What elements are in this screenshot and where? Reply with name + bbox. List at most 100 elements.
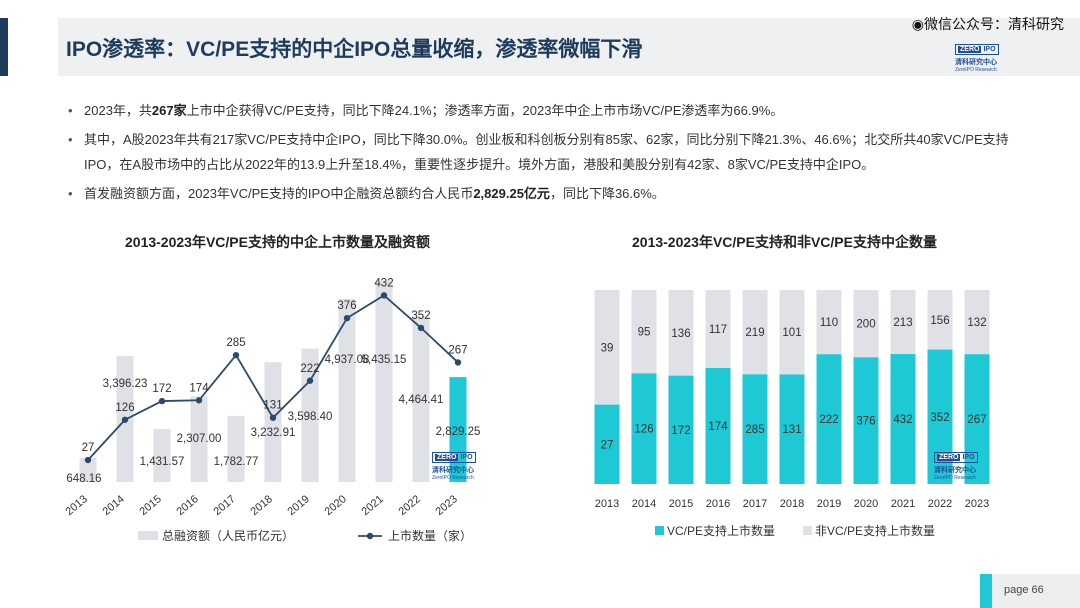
- vc-bar-segment: [594, 404, 620, 484]
- non-vc-bar-segment: [816, 290, 842, 355]
- non-vc-data-label: 132: [967, 317, 986, 329]
- x-tick-label: 2014: [632, 498, 656, 510]
- financing-data-label: 4,464.41: [399, 394, 444, 406]
- financing-bar: [79, 457, 97, 482]
- count-point: [380, 292, 388, 299]
- legend-label-count: 上市数量（家）: [388, 528, 472, 543]
- vc-data-label: 27: [601, 439, 614, 451]
- summary-bullets: 2023年，共267家上市中企获得VC/PE支持，同比下降24.1%；渗透率方面…: [66, 98, 1026, 210]
- vc-bar-segment: [742, 374, 768, 484]
- chart1-logo-en: ZeroIPO Research: [432, 475, 474, 481]
- legend-swatch-vc: [655, 526, 664, 535]
- count-data-label: 285: [226, 337, 245, 349]
- non-vc-bar-segment: [742, 290, 768, 375]
- vc-bar-segment: [927, 349, 953, 484]
- vc-data-label: 352: [930, 412, 949, 424]
- footer-accent: [980, 574, 992, 608]
- financing-bar: [301, 348, 319, 482]
- financing-bar: [338, 298, 356, 482]
- vc-data-label: 126: [634, 424, 653, 436]
- title-accent-bar: [0, 18, 8, 76]
- count-point: [306, 377, 314, 384]
- logo-badge: ZERO IPO: [955, 44, 999, 55]
- chart2-logo-badge: ZERO IPO: [934, 452, 978, 463]
- financing-bar: [375, 280, 393, 482]
- chart1-logo-cn: 清科研究中心: [432, 467, 474, 474]
- x-tick-label: 2022: [396, 493, 422, 518]
- non-vc-data-label: 110: [820, 317, 838, 329]
- x-tick-label: 2021: [359, 493, 385, 518]
- x-tick-label: 2020: [854, 498, 878, 510]
- vc-data-label: 285: [745, 424, 764, 436]
- x-tick-label: 2022: [928, 498, 952, 510]
- non-vc-bar-segment: [594, 290, 620, 405]
- vc-bar-segment: [705, 368, 731, 484]
- non-vc-data-label: 213: [893, 317, 912, 329]
- legend-label-non-vc: 非VC/PE支持上市数量: [815, 523, 935, 538]
- page-title: IPO渗透率：VC/PE支持的中企IPO总量收缩，渗透率微幅下滑: [66, 38, 643, 61]
- legend-label-vc: VC/PE支持上市数量: [667, 523, 775, 538]
- count-point: [84, 456, 92, 464]
- legend-swatch-count-dot: [366, 532, 374, 540]
- vc-data-label: 432: [893, 414, 912, 426]
- summary-bullet: 其中，A股2023年共有217家VC/PE支持中企IPO，同比下降30.0%。创…: [66, 127, 1026, 177]
- financing-data-label: 3,396.23: [103, 378, 148, 390]
- x-tick-label: 2015: [137, 493, 163, 518]
- financing-data-label: 5,435.15: [362, 354, 407, 366]
- financing-bar: [227, 415, 245, 482]
- chart2-logo-en: ZeroIPO Research: [934, 475, 976, 481]
- count-data-label: 222: [300, 363, 319, 375]
- financing-data-label: 1,782.77: [214, 456, 259, 468]
- bullet-highlight: 2,829.25亿元: [473, 186, 550, 201]
- chart1-title: 2013-2023年VC/PE支持的中企上市数量及融资额: [125, 234, 430, 250]
- financing-bar: [190, 396, 208, 482]
- financing-data-label: 1,431.57: [140, 456, 185, 468]
- vc-vs-non-vc-stacked-chart: 39 27 2013 95 126 2014 136 172 2015 117 174 2016 219…: [594, 290, 990, 538]
- logo-brand: ZERO: [958, 46, 982, 53]
- count-point: [343, 314, 351, 322]
- non-vc-data-label: 200: [856, 319, 875, 331]
- non-vc-data-label: 219: [745, 327, 764, 339]
- financing-data-label: 2,829.25: [436, 426, 481, 438]
- bullet-text: 2023年，共: [84, 103, 152, 118]
- logo-cn: 清科研究中心: [955, 59, 997, 66]
- x-tick-label: 2013: [63, 493, 89, 518]
- non-vc-bar-segment: [890, 290, 916, 355]
- x-tick-label: 2016: [706, 498, 730, 510]
- count-data-label: 27: [82, 442, 95, 454]
- financing-bar: [264, 362, 282, 482]
- count-data-label: 174: [189, 382, 209, 394]
- non-vc-bar-segment: [631, 290, 657, 374]
- count-data-label: 352: [411, 310, 430, 322]
- vc-bar-segment: [816, 354, 842, 484]
- non-vc-data-label: 117: [709, 324, 727, 336]
- vc-data-label: 172: [671, 425, 690, 437]
- chart1-logo-badge: ZERO IPO: [432, 452, 476, 463]
- x-tick-label: 2020: [322, 493, 348, 518]
- count-data-label: 267: [448, 344, 467, 356]
- logo-en: ZeroIPO Research: [955, 67, 997, 73]
- count-data-label: 376: [337, 300, 356, 312]
- vc-data-label: 222: [819, 414, 838, 426]
- non-vc-bar-segment: [927, 290, 953, 350]
- vc-bar-segment: [668, 375, 694, 484]
- legend-swatch-financing: [138, 531, 158, 540]
- vc-data-label: 267: [967, 414, 986, 426]
- financing-data-label: 4,937.08: [325, 354, 370, 366]
- summary-bullet: 2023年，共267家上市中企获得VC/PE支持，同比下降24.1%；渗透率方面…: [66, 98, 1026, 123]
- count-data-label: 172: [152, 383, 171, 395]
- count-point: [417, 324, 425, 332]
- page-footer: page 66: [980, 574, 1080, 608]
- x-tick-label: 2013: [595, 498, 619, 510]
- chart1-logo-brand: ZERO: [435, 454, 459, 461]
- vc-data-label: 174: [708, 421, 728, 433]
- non-vc-bar-segment: [668, 290, 694, 376]
- count-point: [232, 351, 240, 359]
- x-tick-label: 2018: [780, 498, 804, 510]
- x-tick-label: 2023: [433, 493, 459, 518]
- zeroipo-logo: ZERO IPO 清科研究中心 ZeroIPO Research: [955, 38, 1011, 73]
- bullet-highlight: 267家: [151, 103, 187, 118]
- non-vc-bar-segment: [853, 290, 879, 358]
- chart2-logo-brand: ZERO: [937, 454, 961, 461]
- vc-bar-segment: [853, 357, 879, 484]
